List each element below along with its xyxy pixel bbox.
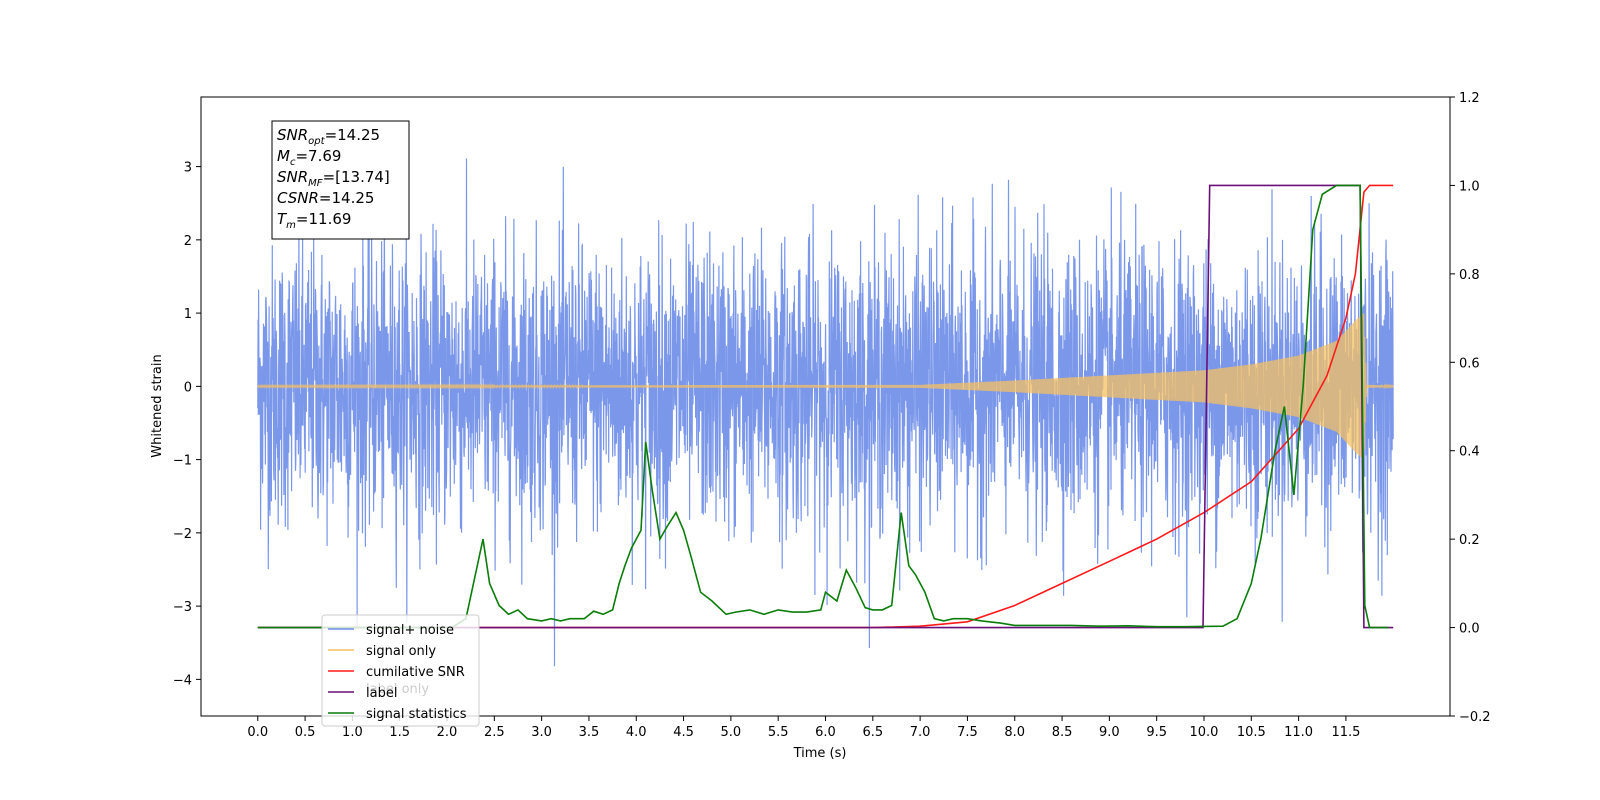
y-right-tick-label: 1.2	[1459, 91, 1480, 106]
legend-entry-label: signal+ noise	[366, 623, 454, 638]
x-tick-label: 1.5	[389, 725, 410, 740]
x-tick-label: 6.5	[862, 725, 883, 740]
x-tick-label: 8.5	[1052, 725, 1073, 740]
stats-line: SNRopt=14.25	[277, 126, 380, 147]
stats-symbol: CSNR	[277, 189, 319, 207]
x-tick-label: 3.0	[531, 725, 552, 740]
y-left-tick-label: −1	[173, 454, 192, 469]
x-tick-label: 10.0	[1190, 725, 1219, 740]
y-axis-right-ticks: 1.2 1.0 0.8 0.6 0.4 0.2 0.0 −0.2	[1450, 91, 1491, 725]
stats-value: =7.69	[295, 147, 341, 165]
stats-subscript: c	[290, 157, 296, 168]
stats-value: =[13.74]	[323, 168, 390, 186]
y-left-tick-label: −2	[173, 527, 192, 542]
x-tick-label: 4.5	[673, 725, 694, 740]
stats-line: SNRMF=[13.74]	[277, 168, 390, 189]
y-left-tick-label: −4	[173, 673, 192, 688]
stats-line: Mc=7.69	[277, 147, 341, 168]
stats-line: Tm=11.69	[277, 210, 351, 231]
series-signal-only-line	[257, 313, 1394, 460]
x-tick-label: 0.5	[295, 725, 316, 740]
x-tick-label: 10.5	[1237, 725, 1266, 740]
x-tick-label: 9.0	[1099, 725, 1120, 740]
x-tick-label: 2.5	[484, 725, 505, 740]
series-signal-statistics-line	[257, 184, 1389, 629]
y-left-tick-label: 1	[184, 307, 192, 322]
stats-line: CSNR=14.25	[277, 189, 374, 207]
x-tick-label: 0.0	[247, 725, 268, 740]
stats-value: =14.25	[325, 126, 381, 144]
legend: label only signal+ noise signal only cumila…	[321, 614, 480, 727]
y-right-tick-label: 0.4	[1459, 445, 1480, 460]
legend-entry-label: label	[366, 686, 397, 701]
x-tick-label: 7.5	[957, 725, 978, 740]
x-tick-label: 5.5	[768, 725, 789, 740]
y-right-tick-label: 1.0	[1459, 179, 1480, 194]
series-signal-noise-line	[257, 158, 1394, 667]
stats-symbol: T	[277, 210, 288, 228]
legend-entry-label: signal only	[366, 644, 436, 659]
x-axis-label: Time (s)	[793, 746, 847, 761]
stats-symbol: SNR	[277, 168, 308, 186]
series-layer	[257, 158, 1394, 667]
x-tick-label: 6.0	[815, 725, 836, 740]
stats-box-border	[271, 120, 410, 240]
x-tick-label: 4.0	[626, 725, 647, 740]
y-left-tick-label: 0	[184, 380, 192, 395]
x-tick-label: 3.5	[579, 725, 600, 740]
stats-annotation-box: SNRopt=14.25Mc=7.69SNRMF=[13.74]CSNR=14.…	[271, 120, 410, 240]
x-tick-label: 5.0	[721, 725, 742, 740]
y-left-tick-label: −3	[173, 600, 192, 615]
x-tick-label: 2.0	[437, 725, 458, 740]
x-tick-label: 7.0	[910, 725, 931, 740]
x-axis-ticks: 0.0 0.5 1.0 1.5 2.0 2.5 3.0 3.5 4.0 4.5 5.0 5.5 6.0 6…	[247, 716, 1360, 740]
stats-symbol: M	[277, 147, 290, 165]
x-tick-label: 8.0	[1004, 725, 1025, 740]
y-right-tick-label: 0.6	[1459, 356, 1480, 371]
y-left-tick-label: 2	[184, 234, 192, 249]
stats-value: =14.25	[319, 189, 375, 207]
x-tick-label: 1.0	[342, 725, 363, 740]
stats-value: =11.69	[296, 210, 352, 228]
x-tick-label: 11.0	[1284, 725, 1313, 740]
stats-subscript: MF	[308, 178, 323, 189]
legend-entry-label: cumilative SNR	[366, 665, 465, 680]
legend-entry-label: signal statistics	[366, 707, 467, 722]
legend-overlap-text: label only	[366, 682, 429, 697]
y-right-tick-label: −0.2	[1459, 710, 1491, 725]
legend-box	[321, 614, 480, 727]
x-tick-label: 11.5	[1331, 725, 1360, 740]
y-axis-left-ticks: 3 2 1 0 −1 −2 −3 −4	[173, 161, 201, 688]
x-tick-label: 9.5	[1146, 725, 1167, 740]
stats-subscript: opt	[308, 136, 325, 147]
y-right-tick-label: 0.8	[1459, 268, 1480, 283]
stats-subscript: m	[286, 220, 296, 231]
y-right-tick-label: 0.0	[1459, 622, 1480, 637]
stats-symbol: SNR	[277, 126, 308, 144]
y-right-tick-label: 0.2	[1459, 533, 1480, 548]
y-axis-left-label: Whitened strain	[150, 354, 165, 457]
y-left-tick-label: 3	[184, 161, 192, 176]
